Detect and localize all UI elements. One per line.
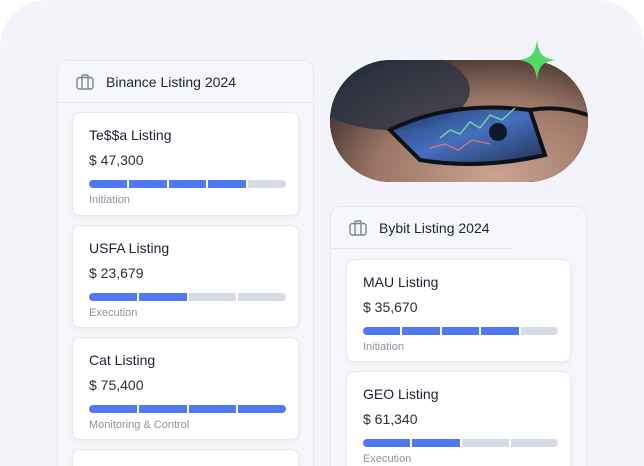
progress-segment <box>481 327 519 335</box>
progress-segment <box>208 180 247 188</box>
deal-card[interactable]: USFA Listing $ 23,679 Execution <box>72 225 299 328</box>
briefcase-icon <box>349 219 367 236</box>
progress-segment <box>412 439 460 447</box>
progress-segment <box>188 405 237 413</box>
progress-segment <box>89 180 127 188</box>
card-title: USFA Listing <box>89 240 170 256</box>
progress-segment <box>138 293 187 301</box>
hero-photo <box>330 60 588 182</box>
progress-segment <box>89 293 137 301</box>
progress-segment <box>510 439 558 447</box>
progress-bar <box>89 293 286 301</box>
deal-card[interactable]: Te$$a Listing $ 47,300 Initiation <box>72 112 299 216</box>
column-title: Bybit Listing 2024 <box>379 219 490 236</box>
card-stage: Monitoring & Control <box>89 419 190 431</box>
progress-segment <box>461 439 509 447</box>
progress-bar <box>363 327 559 335</box>
progress-segment <box>238 293 286 301</box>
progress-segment <box>248 180 286 188</box>
briefcase-icon <box>76 73 94 90</box>
card-amount: $ 23,679 <box>89 265 144 281</box>
column-header: Bybit Listing 2024 <box>331 207 513 249</box>
card-stage: Execution <box>89 307 138 319</box>
deal-card[interactable]: GEO Listing $ 61,340 Execution <box>346 371 571 466</box>
deal-card[interactable]: MAU Listing $ 35,670 Initiation <box>346 259 571 362</box>
card-title: GEO Listing <box>363 386 439 402</box>
progress-bar <box>89 405 286 413</box>
progress-segment <box>520 327 559 335</box>
column-header: Binance Listing 2024 <box>58 61 313 103</box>
card-amount: $ 47,300 <box>89 152 144 168</box>
card-stage: Initiation <box>89 194 130 206</box>
deal-card-partial[interactable] <box>72 449 299 466</box>
card-amount: $ 61,340 <box>363 411 418 427</box>
progress-bar <box>89 180 286 188</box>
progress-segment <box>128 180 167 188</box>
sparkle-icon <box>518 40 556 80</box>
progress-segment <box>89 405 137 413</box>
card-stage: Execution <box>363 453 412 465</box>
progress-segment <box>138 405 187 413</box>
card-title: Cat Listing <box>89 352 156 368</box>
progress-segment <box>441 327 480 335</box>
card-amount: $ 35,670 <box>363 299 418 315</box>
progress-segment <box>238 405 286 413</box>
progress-segment <box>168 180 207 188</box>
progress-segment <box>188 293 237 301</box>
progress-segment <box>363 327 401 335</box>
card-amount: $ 75,400 <box>89 377 144 393</box>
progress-segment <box>402 327 440 335</box>
card-title: Te$$a Listing <box>89 127 172 143</box>
column-title: Binance Listing 2024 <box>106 73 236 90</box>
card-title: MAU Listing <box>363 274 439 290</box>
progress-segment <box>363 439 411 447</box>
progress-bar <box>363 439 558 447</box>
card-stage: Initiation <box>363 341 404 353</box>
deal-card[interactable]: Cat Listing $ 75,400 Monitoring & Control <box>72 337 299 440</box>
